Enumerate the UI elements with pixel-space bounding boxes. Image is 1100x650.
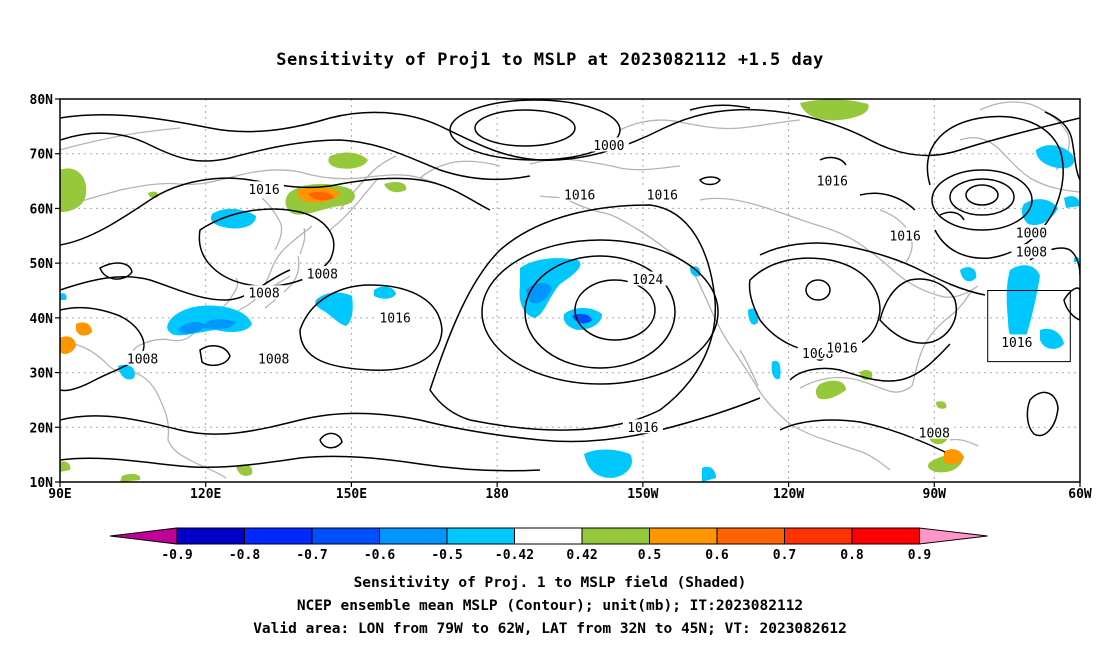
- caption-line1: Sensitivity of Proj. 1 to MSLP field (Sh…: [353, 575, 747, 591]
- contour-label: 1008: [248, 287, 279, 302]
- contour-label: 1008: [258, 352, 289, 367]
- colorbar-swatch: [379, 527, 448, 545]
- contour-label: 1016: [647, 188, 678, 203]
- colorbar-swatch: [311, 527, 380, 545]
- caption-line3: Valid area: LON from 79W to 62W, LAT fro…: [253, 621, 847, 637]
- colorbar-swatch: [851, 527, 920, 545]
- colorbar-swatch: [784, 527, 853, 545]
- sensitivity-shading: [60, 99, 1080, 482]
- lon-label: 150E: [336, 487, 367, 502]
- lon-label: 150W: [627, 487, 658, 502]
- plot-frame: [59, 98, 1081, 483]
- contour-label-bg: [588, 137, 629, 152]
- lon-label: 60W: [1068, 487, 1092, 502]
- contour-label-bg: [914, 424, 955, 439]
- contour-label-bg: [1011, 225, 1052, 240]
- contour-label: 1016: [564, 188, 595, 203]
- lat-label: 80N: [30, 93, 54, 108]
- colorbar-label: -0.5: [431, 548, 462, 563]
- lon-label: 90E: [48, 487, 71, 502]
- contour-label: 1016: [889, 229, 920, 244]
- colorbar-swatch: [176, 527, 245, 545]
- contour-label-bg: [253, 350, 294, 365]
- contour-label-bg: [812, 173, 853, 188]
- mslp-contours: [60, 99, 1080, 472]
- contour-label: 1016: [248, 183, 279, 198]
- lon-label: 120W: [773, 487, 804, 502]
- contour-label-bg: [822, 339, 862, 354]
- colorbar-label: 0.6: [705, 548, 729, 563]
- contour-label-bg: [622, 419, 663, 434]
- colorbar-label: 0.8: [840, 548, 864, 563]
- contour-label-bg: [302, 266, 343, 281]
- lat-label: 60N: [30, 202, 54, 217]
- colorbar-label: -0.7: [296, 548, 327, 563]
- contour-label: 1024: [632, 273, 663, 288]
- contour-label-bg: [559, 186, 600, 201]
- colorbar-swatch: [581, 527, 650, 545]
- figure-title: Sensitivity of Proj1 to MSLP at 20230821…: [276, 50, 824, 70]
- valid-area-box: [987, 290, 1071, 363]
- colorbar-label: -0.6: [364, 548, 395, 563]
- contour-label: 1008: [127, 352, 158, 367]
- contour-label: 1008: [919, 426, 950, 441]
- contour-labels: 1000 1016 1016 1016 1016 1016 1000 1008 1008 1008…: [122, 137, 1052, 441]
- contour-label-bg: [1011, 244, 1052, 259]
- lat-label: 70N: [30, 148, 54, 163]
- lon-label: 90W: [923, 487, 947, 502]
- lat-label: 30N: [30, 367, 54, 382]
- contour-label: 1016: [627, 421, 658, 436]
- contour-label-bg: [996, 334, 1037, 349]
- colorbar-swatch: [716, 527, 785, 545]
- caption-line2: NCEP ensemble mean MSLP (Contour); unit(…: [296, 598, 804, 614]
- colorbar-max-arrow: [919, 527, 988, 545]
- colorbar-label: 0.9: [908, 548, 931, 563]
- colorbar-label: 0.7: [773, 548, 796, 563]
- contour-label-bg: [627, 271, 668, 286]
- colorbar: -0.9 -0.8 -0.7 -0.6 -0.5 -0.42 0.42 0.5 0.6 0.7 0.…: [109, 527, 988, 563]
- lat-label: 10N: [30, 476, 54, 491]
- contour-label: 1016: [826, 341, 857, 356]
- lat-label: 40N: [30, 312, 54, 327]
- colorbar-label: -0.8: [229, 548, 260, 563]
- contour-label: 1008: [1016, 246, 1047, 261]
- colorbar-label: 0.5: [638, 548, 661, 563]
- plot-area: [60, 99, 1080, 482]
- colorbar-swatch: [514, 527, 583, 545]
- contour-label-bg: [122, 350, 163, 365]
- lon-label: 180: [485, 487, 509, 502]
- contour-label-bg: [885, 227, 926, 242]
- contour-label-bg: [244, 181, 284, 196]
- colorbar-swatch: [244, 527, 313, 545]
- colorbar-label: -0.9: [161, 548, 192, 563]
- contour-label: 1008: [307, 268, 338, 283]
- contour-label-bg: [244, 285, 284, 300]
- lat-label: 50N: [30, 257, 54, 272]
- colorbar-label: 0.42: [566, 548, 597, 563]
- colorbar-swatch: [446, 527, 515, 545]
- contour-label: 1016: [817, 175, 848, 190]
- contour-label: 1000: [593, 139, 624, 154]
- colorbar-label: -0.42: [495, 548, 534, 563]
- colorbar-min-arrow: [109, 527, 178, 545]
- contour-label-bg: [375, 309, 416, 324]
- contour-label: 1000: [1016, 227, 1047, 242]
- lat-label: 20N: [30, 421, 54, 436]
- colorbar-swatch: [649, 527, 718, 545]
- contour-label: 1016: [1001, 336, 1032, 351]
- contour-label: 1016: [379, 311, 410, 326]
- lon-label: 120E: [190, 487, 221, 502]
- contour-label-bg: [642, 186, 683, 201]
